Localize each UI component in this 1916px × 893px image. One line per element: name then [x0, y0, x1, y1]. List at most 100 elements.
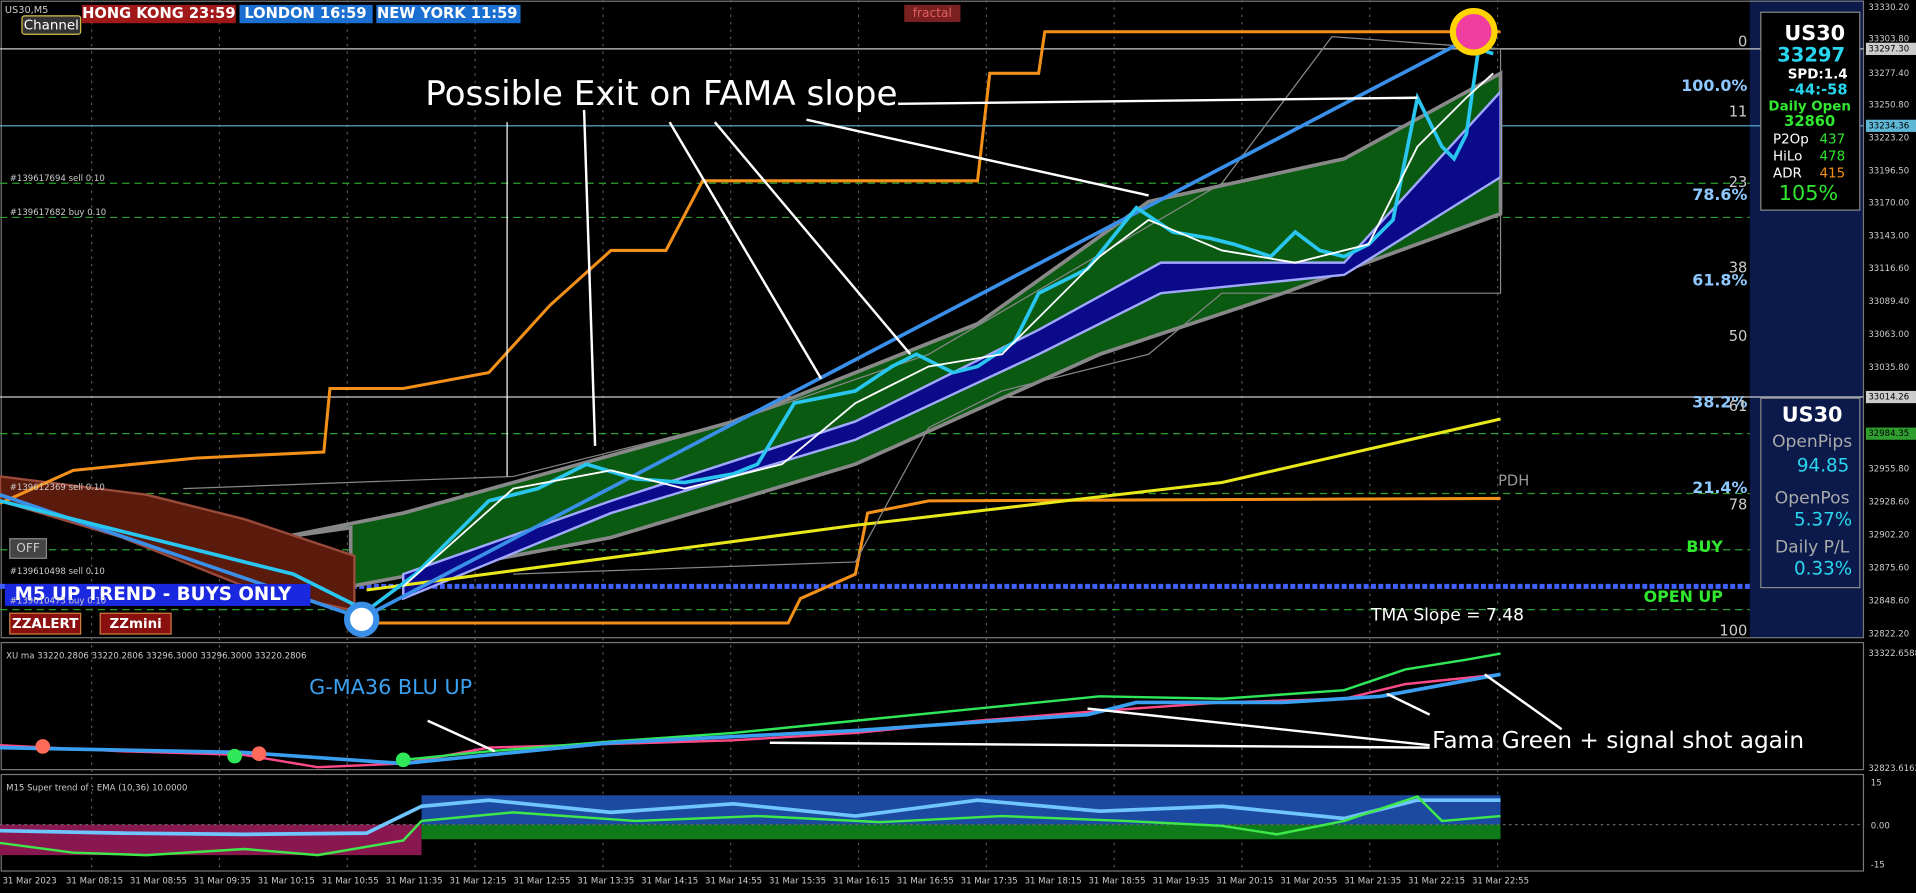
- info-percent: 105%: [1779, 181, 1838, 205]
- price-tick-label: 33277.40: [1868, 69, 1909, 79]
- donchian-lower: [366, 496, 1501, 625]
- order-label: #139617682 buy 0.10: [10, 208, 106, 218]
- stats-label: OpenPos: [1775, 488, 1850, 508]
- info-row-label: P2Op: [1773, 132, 1809, 147]
- time-tick-label: 31 Mar 21:35: [1344, 876, 1401, 886]
- zzmini-button[interactable]: [99, 612, 172, 635]
- st-line: [0, 798, 1501, 837]
- sub1-pointers: [427, 673, 1563, 753]
- order-label: #139612369 sell 0.10: [10, 483, 105, 493]
- annotation: TMA Slope = 7.48: [1370, 606, 1524, 626]
- time-tick-label: 31 Mar 16:55: [897, 876, 954, 886]
- pointer: [769, 741, 1430, 749]
- order-label: #139610498 sell 0.10: [10, 567, 105, 577]
- price-tick-label: 33297.30: [1868, 44, 1909, 54]
- pointer: [1483, 673, 1563, 731]
- time-tick-label: 31 Mar 16:15: [833, 876, 890, 886]
- order-label: #139617694 sell 0.10: [10, 174, 105, 184]
- channel-button-label: Channel: [24, 19, 79, 34]
- sub-axis-label: 0.00: [1871, 821, 1890, 831]
- pointer: [1087, 707, 1430, 747]
- price-tick-label: 33170.00: [1868, 198, 1909, 208]
- trend-banner: M5 UP TREND - BUYS ONLY: [15, 584, 292, 605]
- info-row-value: 478: [1819, 149, 1845, 164]
- fib-label: 100.0%: [1681, 76, 1747, 95]
- price-tick-label: 33303.80: [1868, 35, 1909, 45]
- fib-count: 38: [1729, 260, 1748, 277]
- time-tick-label: 31 Mar 2023: [2, 876, 56, 886]
- channel-button[interactable]: [21, 15, 82, 35]
- fib-label: 21.4%: [1692, 478, 1747, 497]
- sub1-dots: [35, 739, 411, 768]
- sub-axis-label: 33322.6588: [1868, 649, 1916, 659]
- time-tick-label: 31 Mar 11:35: [386, 876, 443, 886]
- info-spread: SPD:1.4: [1788, 68, 1848, 83]
- dot: [395, 752, 411, 768]
- price-tick-label: 33089.40: [1868, 297, 1909, 307]
- pdh-label: PDH: [1498, 472, 1529, 489]
- clock-bg: [239, 4, 373, 24]
- fractal-bg: [904, 4, 961, 22]
- time-tick-label: 31 Mar 15:35: [769, 876, 826, 886]
- time-tick-label: 31 Mar 20:55: [1280, 876, 1337, 886]
- target-bottom: [343, 601, 380, 638]
- frames: [0, 0, 1865, 872]
- price-tag-bg: [1865, 42, 1916, 55]
- symbol-label: US30,M5: [5, 5, 49, 16]
- fib-label: BUY: [1686, 537, 1723, 556]
- order-label: #139610473 buy 0.10: [10, 597, 106, 607]
- fib-label: OPEN UP: [1644, 587, 1723, 606]
- annotation: G-MA36 BLU UP: [309, 675, 472, 699]
- price-tick-label: 33250.80: [1868, 101, 1909, 111]
- stats-panel: [1760, 397, 1861, 589]
- donchian-upper: [0, 30, 1501, 505]
- price-tick-label: 32875.60: [1868, 564, 1909, 574]
- subwindow-title: XU ma 33220.2806 33220.2806 33296.3000 3…: [6, 652, 306, 662]
- stats-label: Daily P/L: [1775, 537, 1850, 557]
- pointer: [427, 719, 496, 753]
- zzalert-button[interactable]: [9, 612, 82, 635]
- stats-label: OpenPips: [1772, 432, 1852, 452]
- info-row-label: ADR: [1773, 166, 1802, 181]
- sub-axis-label: 32823.6162: [1868, 764, 1916, 774]
- sub-axis-label: 15: [1871, 779, 1882, 789]
- price-tick-label: 33014.26: [1868, 393, 1909, 403]
- fib-count: 100: [1719, 623, 1747, 640]
- pointer: [668, 121, 823, 380]
- time-tick-label: 31 Mar 14:15: [641, 876, 698, 886]
- time-tick-label: 31 Mar 10:55: [322, 876, 379, 886]
- stats-symbol: US30: [1782, 402, 1843, 426]
- price-tick-label: 32928.60: [1868, 498, 1909, 508]
- fib-count: 61: [1729, 398, 1748, 415]
- clock: HONG KONG 23:59: [82, 5, 235, 22]
- fama-line: [402, 72, 1494, 588]
- annotation: Possible Exit on FAMA slope: [425, 74, 897, 114]
- info-range: -44:-58: [1789, 81, 1848, 98]
- fib-count: 78: [1729, 497, 1748, 514]
- price-tick-label: 33063.00: [1868, 330, 1909, 340]
- zzalert-label: ZZALERT: [12, 617, 79, 632]
- off-button[interactable]: [9, 538, 48, 559]
- fib-count: 23: [1729, 174, 1748, 191]
- fractal-label: fractal: [913, 6, 952, 20]
- time-tick-label: 31 Mar 20:15: [1216, 876, 1273, 886]
- info-row-value: 437: [1819, 132, 1845, 147]
- time-tick-label: 31 Mar 13:35: [577, 876, 634, 886]
- fib-label: 61.8%: [1692, 270, 1747, 289]
- info-panel: [1760, 11, 1861, 211]
- pointer: [898, 96, 1418, 106]
- pointer: [582, 109, 597, 446]
- time-tick-label: 31 Mar 12:55: [513, 876, 570, 886]
- ema-line: [0, 795, 1501, 857]
- target-top: [1449, 7, 1498, 56]
- dot: [251, 746, 267, 762]
- banner-bg: [4, 583, 311, 606]
- price-tick-label: 33116.60: [1868, 264, 1909, 274]
- time-tick-label: 31 Mar 17:35: [961, 876, 1018, 886]
- zzmini-label: ZZmini: [110, 617, 162, 632]
- subwindow-title: M15 Super trend of : EMA (10,36) 10.0000: [6, 783, 187, 793]
